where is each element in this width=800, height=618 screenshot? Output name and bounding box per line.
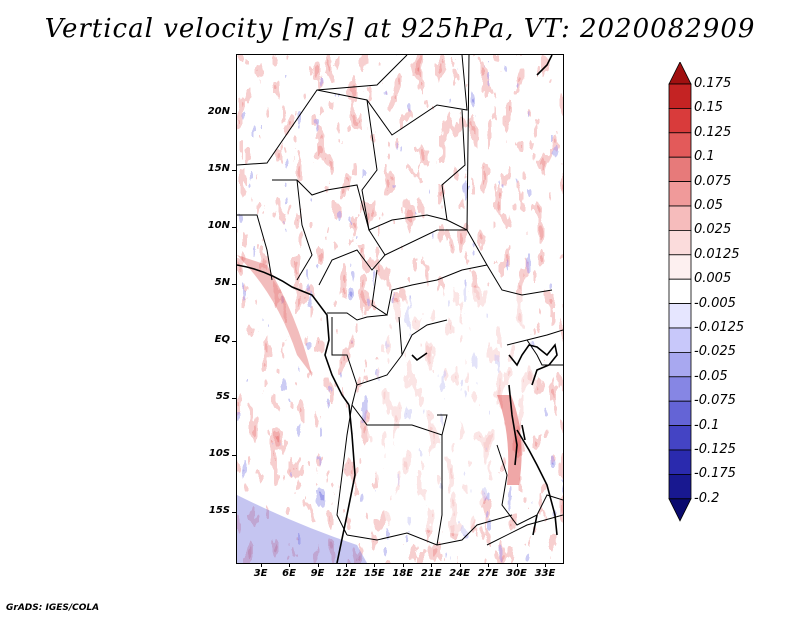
lon-tick <box>374 563 376 567</box>
footer-credit: GrADS: IGES/COLA <box>6 603 100 613</box>
lat-tick <box>232 454 236 456</box>
lon-tick <box>317 563 319 567</box>
lon-label: 6E <box>282 568 296 579</box>
lat-label: EQ <box>214 334 230 346</box>
map-plot-area <box>236 54 564 564</box>
lon-label: 15E <box>363 568 385 579</box>
lat-tick <box>232 227 236 229</box>
lat-label: 10N <box>207 220 230 232</box>
colorbar-level-label: -0.025 <box>694 344 736 360</box>
colorbar-level-label: -0.125 <box>694 442 736 457</box>
colorbar-swatch <box>668 303 692 329</box>
colorbar-swatch <box>668 156 692 182</box>
colorbar-level-label: 0.175 <box>694 76 732 91</box>
colorbar-level-label: 0.125 <box>694 124 732 140</box>
colorbar-level-label: 0.05 <box>694 198 723 213</box>
colorbar-swatch <box>668 400 692 427</box>
colorbar-swatch <box>668 327 692 353</box>
lat-label: 5S <box>215 390 230 402</box>
calm-interior-region <box>367 285 537 535</box>
lon-label: 24E <box>449 568 471 579</box>
colorbar <box>668 62 692 522</box>
lon-label: 27E <box>477 568 499 579</box>
colorbar-swatch <box>668 449 692 475</box>
lon-label: 12E <box>335 568 357 579</box>
lon-tick <box>488 563 490 567</box>
country-borders <box>237 55 563 546</box>
page-title: Vertical velocity [m/s] at 925hPa, VT: 2… <box>44 14 756 44</box>
southern-descent-band <box>237 495 367 563</box>
lon-tick <box>289 563 291 567</box>
lat-label: 15N <box>207 163 230 175</box>
colorbar-swatch <box>668 376 692 402</box>
colorbar-swatch <box>668 108 692 134</box>
lon-label: 30E <box>506 568 527 579</box>
colorbar-swatch <box>668 83 692 109</box>
lat-label: 10S <box>208 447 230 459</box>
lon-label: 3E <box>253 568 268 579</box>
lat-label: 20N <box>207 106 230 118</box>
colorbar-swatch <box>668 205 692 231</box>
coastal-ascent-band <box>237 255 312 375</box>
colorbar-level-label: -0.075 <box>694 393 736 409</box>
colorbar-swatch <box>668 278 692 304</box>
colorbar-level-label: -0.2 <box>694 490 720 506</box>
colorbar-level-label: 0.1 <box>694 149 715 165</box>
lon-label: 33E <box>534 568 556 579</box>
lon-tick <box>544 563 546 567</box>
lon-label: 21E <box>420 568 442 579</box>
colorbar-swatch <box>668 132 692 158</box>
colorbar-level-label: -0.005 <box>694 295 736 311</box>
lat-tick <box>232 511 236 513</box>
colorbar-swatch <box>668 181 692 207</box>
colorbar-level-label: 0.005 <box>694 271 732 287</box>
colorbar-swatch <box>668 473 692 500</box>
colorbar-swatch <box>668 425 692 451</box>
lat-label: 5N <box>214 277 230 289</box>
lon-tick <box>260 563 262 567</box>
lat-tick <box>232 341 236 343</box>
lat-tick <box>232 170 236 172</box>
lat-label: 15S <box>208 504 230 516</box>
colorbar-level-label: 0.15 <box>694 100 723 116</box>
lon-tick <box>402 563 404 567</box>
colorbar-swatch <box>668 229 692 256</box>
lon-tick <box>516 563 518 567</box>
colorbar-level-label: 0.025 <box>694 222 732 238</box>
colorbar-level-label: -0.1 <box>694 417 720 433</box>
lon-tick <box>431 563 433 567</box>
lat-tick <box>232 397 236 399</box>
colorbar-swatch <box>668 351 692 378</box>
colorbar-bottom-arrow <box>668 498 692 522</box>
coastlines-and-lakes <box>237 55 558 563</box>
colorbar-level-label: -0.0125 <box>694 320 745 335</box>
lon-label: 18E <box>392 568 414 579</box>
lat-tick <box>232 113 236 115</box>
colorbar-swatch <box>668 254 692 280</box>
colorbar-level-label: -0.05 <box>694 368 728 384</box>
colorbar-top-arrow <box>668 62 692 85</box>
lon-label: 9E <box>310 568 325 579</box>
vertical-velocity-map <box>237 55 563 563</box>
lat-tick <box>232 284 236 286</box>
colorbar-level-label: 0.0125 <box>694 246 740 262</box>
lon-tick <box>345 563 347 567</box>
colorbar-level-label: 0.075 <box>694 173 732 189</box>
lon-tick <box>459 563 461 567</box>
colorbar-level-label: -0.175 <box>694 466 736 482</box>
